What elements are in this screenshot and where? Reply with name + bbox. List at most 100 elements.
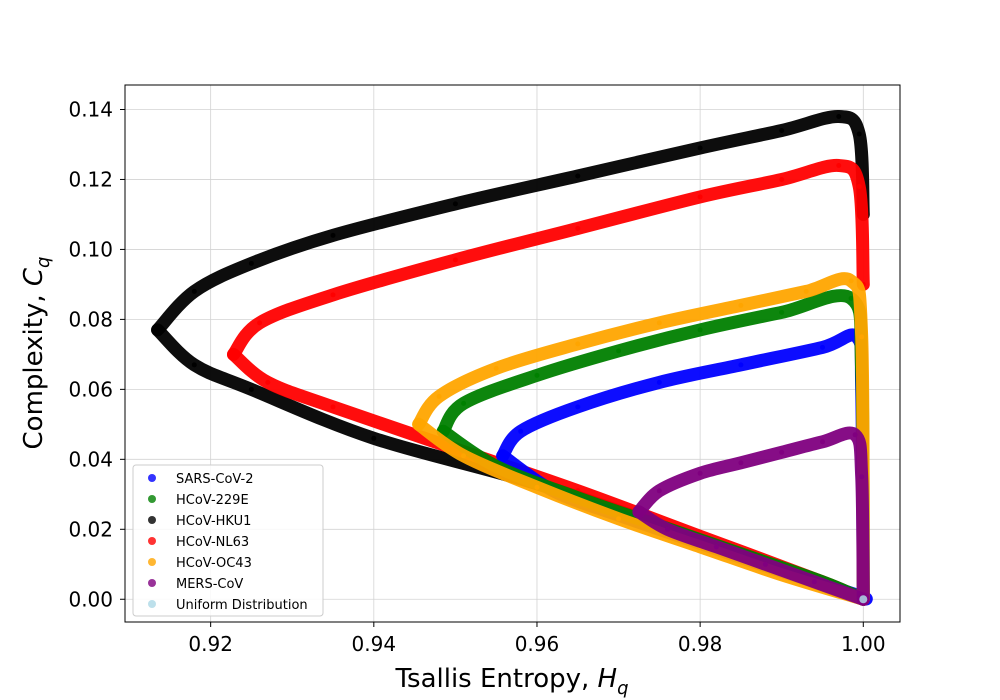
data-point	[616, 348, 622, 354]
data-point	[820, 439, 825, 445]
data-point	[575, 173, 581, 179]
legend-label: MERS-CoV	[176, 577, 243, 592]
data-point	[859, 474, 865, 480]
x-tick-label: 0.96	[515, 632, 560, 656]
legend-label: SARS-CoV-2	[176, 472, 254, 487]
y-tick-label: 0.12	[68, 167, 113, 191]
legend: SARS-CoV-2 HCoV-229E HCoV-HKU1 HCoV-NL63 HCo…	[132, 464, 324, 617]
data-point	[265, 379, 271, 385]
data-point	[500, 453, 506, 459]
plot-frame	[124, 84, 901, 623]
data-point	[248, 260, 254, 266]
data-point	[575, 404, 581, 410]
data-point	[575, 341, 581, 347]
data-point	[779, 449, 785, 455]
data-point	[191, 362, 197, 368]
y-tick-label: 0.02	[68, 517, 113, 541]
data-point	[697, 145, 703, 151]
data-point	[231, 351, 236, 357]
legend-marker	[148, 495, 156, 503]
data-point	[836, 114, 842, 119]
data-point	[738, 362, 744, 368]
data-point	[848, 295, 854, 301]
series-layer	[151, 110, 873, 606]
data-point	[371, 435, 377, 441]
legend-marker	[148, 558, 156, 566]
data-point	[330, 232, 336, 238]
data-point	[697, 194, 703, 200]
ticks: 0.92 0.94 0.96 0.98 1.00 0.00 0.02 0.04 0.06 0.08…	[68, 97, 885, 656]
data-point	[859, 334, 865, 340]
branch-lower	[632, 505, 870, 606]
data-point	[820, 344, 825, 350]
series-mers-cov	[632, 426, 870, 606]
data-point	[856, 184, 862, 189]
x-tick-label: 0.92	[188, 632, 233, 656]
data-point	[616, 516, 622, 522]
x-tick-label: 1.00	[841, 632, 886, 656]
data-point	[155, 327, 161, 333]
data-point	[330, 404, 336, 410]
branch-upper	[227, 158, 870, 361]
data-point	[461, 400, 467, 406]
y-axis-label: Complexity, Cq	[19, 257, 54, 450]
data-point	[440, 428, 446, 434]
data-point	[811, 579, 817, 585]
series-uniform-distribution	[859, 595, 868, 604]
data-point	[461, 453, 467, 459]
data-point	[697, 327, 703, 333]
data-point	[493, 365, 499, 371]
legend-label: HCoV-OC43	[176, 556, 252, 571]
data-point	[330, 292, 336, 298]
data-point	[436, 393, 442, 399]
data-point	[575, 225, 581, 231]
data-point	[656, 379, 662, 385]
y-tick-label: 0.08	[68, 307, 113, 331]
legend-marker	[148, 474, 156, 482]
data-point	[836, 163, 842, 168]
data-point	[803, 288, 809, 294]
legend-marker	[148, 600, 156, 608]
data-point	[257, 320, 263, 326]
y-tick-label: 0.14	[68, 97, 113, 121]
data-point	[738, 302, 744, 308]
y-tick-label: 0.00	[68, 587, 113, 611]
data-point	[452, 257, 458, 263]
legend-marker	[148, 537, 156, 545]
data-point	[665, 526, 670, 532]
data-point	[518, 428, 524, 434]
data-point	[856, 131, 862, 137]
data-point	[416, 421, 422, 427]
legend-label: HCoV-NL63	[176, 535, 249, 550]
legend-label: HCoV-229E	[176, 493, 249, 508]
data-point	[859, 595, 868, 604]
data-point	[534, 484, 540, 490]
legend-label: Uniform Distribution	[176, 598, 308, 613]
data-point	[656, 488, 662, 494]
data-point	[452, 201, 458, 207]
y-tick-label: 0.04	[68, 447, 113, 471]
data-point	[852, 432, 858, 438]
data-point	[191, 288, 197, 294]
data-point	[656, 320, 662, 326]
legend-marker	[148, 516, 156, 524]
data-point	[762, 561, 768, 567]
data-point	[713, 544, 719, 550]
data-point	[779, 177, 785, 182]
data-point	[534, 372, 540, 378]
data-point	[848, 278, 854, 284]
data-point	[636, 509, 642, 515]
legend-box	[132, 464, 324, 617]
data-point	[248, 386, 254, 392]
x-axis-label: Tsallis Entropy, Hq	[394, 664, 628, 699]
x-tick-label: 0.98	[678, 632, 723, 656]
legend-label: HCoV-HKU1	[176, 514, 251, 529]
data-point	[779, 128, 785, 133]
y-tick-label: 0.06	[68, 377, 113, 401]
data-point	[738, 460, 744, 466]
data-point	[779, 309, 785, 315]
data-point	[697, 470, 703, 476]
x-tick-label: 0.94	[352, 632, 397, 656]
legend-marker	[148, 579, 156, 587]
